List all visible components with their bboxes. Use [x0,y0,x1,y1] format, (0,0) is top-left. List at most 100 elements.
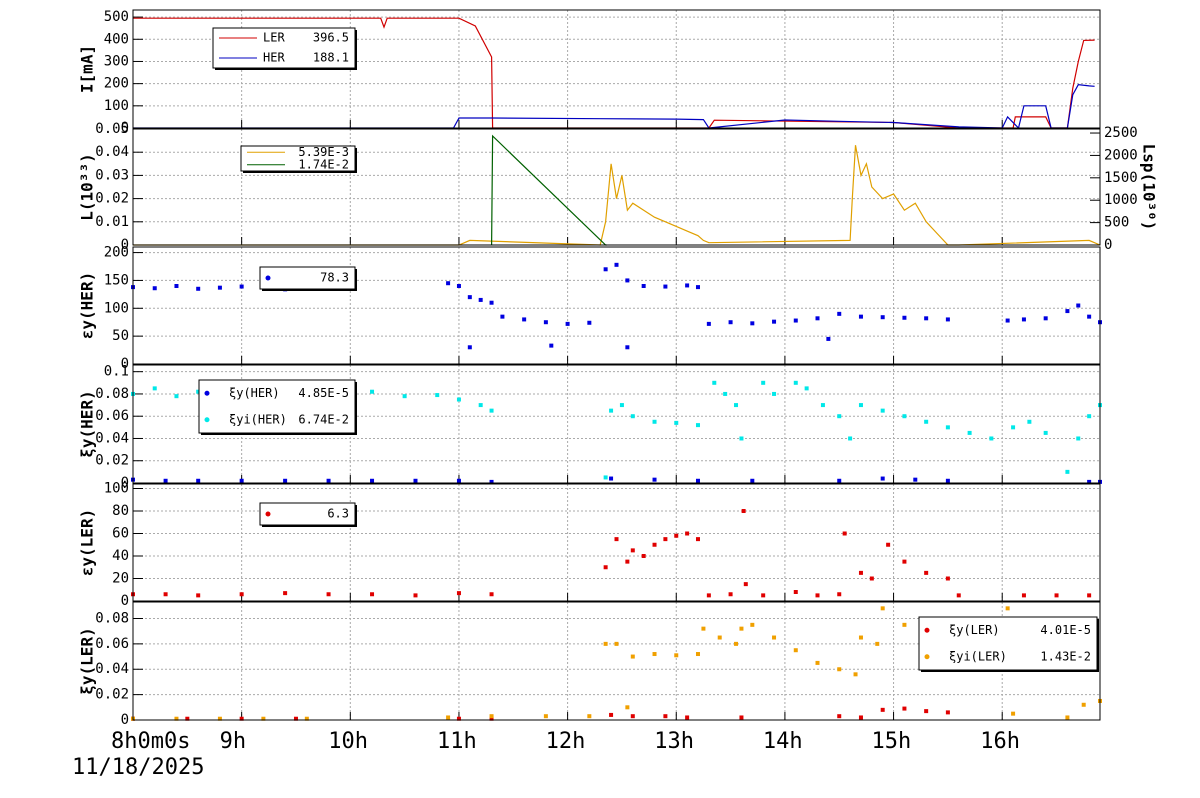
point [989,436,994,441]
plot-frame [132,364,1101,484]
y-tick-label: 0.02 [95,191,129,207]
point [652,652,657,657]
point [772,635,777,640]
y-tick-label: 0.04 [95,430,129,446]
point [630,548,635,553]
point [837,311,842,316]
point [446,715,451,720]
point [489,592,494,597]
point [370,389,375,394]
y-tick-label: 50 [112,328,129,344]
legend-name: ξy(HER) [229,386,280,400]
point [1043,430,1048,435]
point [945,425,950,430]
point [880,315,885,320]
point [739,626,744,631]
point [880,707,885,712]
point [869,576,874,581]
y-tick-label: 0 [121,593,129,609]
point [886,542,891,547]
point [706,321,711,326]
point [261,716,266,721]
point [625,278,630,283]
point [587,714,592,719]
y-tick-label: 0 [121,237,129,253]
y-tick-label: 0 [121,712,129,728]
legend-swatch [924,654,930,660]
point [793,318,798,323]
point [456,284,461,288]
y-tick-label: 0.06 [95,408,129,424]
point [924,419,929,424]
point [1043,316,1048,321]
point [522,317,527,322]
legend-swatch [924,627,930,633]
y-tick-label: 20 [112,571,129,587]
point [902,622,907,627]
point [326,478,331,483]
point [685,715,690,720]
y-tick-label: 0 [121,356,129,372]
point [652,419,657,424]
y-axis-label: εy(HER) [78,272,97,339]
point [743,582,748,587]
point [663,537,668,542]
point [750,622,755,627]
point [609,408,614,413]
point [761,593,766,598]
point [913,477,918,482]
point [1005,606,1010,611]
legend-value: 5.39E-3 [298,145,349,159]
point [467,345,472,350]
point [902,315,907,320]
legend-name: ξyi(HER) [229,412,287,426]
point [924,316,929,321]
point [446,281,451,286]
legend-value: 1.74E-2 [298,157,349,171]
point [750,478,755,483]
point [695,537,700,542]
point [734,403,739,408]
point [478,297,483,302]
point [1076,436,1081,441]
legend-name: ξy(LER) [949,623,1000,637]
point [1087,414,1092,419]
point [370,592,375,597]
y-axis-label: I[mA] [78,45,97,93]
y-tick-label: 0.06 [95,636,129,652]
point [741,509,746,513]
point [695,285,700,290]
legend-value: 4.01E-5 [1040,623,1091,637]
legend-value: 6.3 [327,507,349,521]
y-tick-label: 40 [112,548,129,564]
point [902,414,907,419]
y-tick-label: 150 [104,272,129,288]
legend-box [259,266,356,290]
point [945,317,950,322]
point [848,436,853,441]
point [489,716,494,721]
point [489,408,494,413]
point [842,531,847,536]
point [603,475,608,480]
point [587,320,592,325]
point [772,391,777,396]
x-tick-label: 8h0m0s [111,729,190,754]
x-tick-label: 9h [220,729,247,754]
point [1011,425,1016,430]
point [163,592,168,597]
point [837,414,842,419]
point [815,660,820,665]
point [163,478,168,483]
point [1011,711,1016,716]
point [239,716,244,721]
y-tick-label: 400 [104,31,129,47]
point [293,716,298,721]
point [739,436,744,441]
point [543,714,548,719]
point [701,626,706,631]
point [603,565,608,570]
legend-box [198,379,356,434]
point [858,570,863,575]
point [614,641,619,646]
